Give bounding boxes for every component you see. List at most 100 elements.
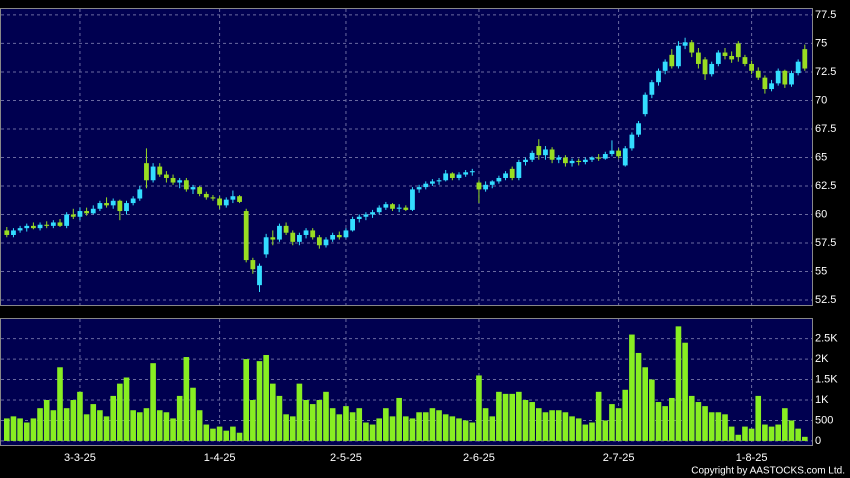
candle-body [144, 163, 149, 181]
candle-body [789, 73, 794, 85]
candle-body [11, 230, 16, 235]
volume-bar [422, 412, 429, 441]
volume-bar [50, 410, 57, 441]
y-tick-label: 55 [815, 265, 827, 277]
candle-body [749, 63, 754, 71]
volume-bar [196, 410, 203, 441]
volume-bar [702, 406, 708, 441]
volume-bar [615, 408, 622, 441]
candle-body [290, 232, 296, 242]
candle-body [775, 70, 781, 84]
y-tick-label: 0 [815, 435, 821, 447]
candle-body [237, 196, 242, 202]
volume-bar [516, 391, 522, 441]
volume-bar [788, 420, 795, 441]
candle-body [569, 160, 575, 164]
volume-bar [4, 418, 10, 441]
volume-bar [37, 408, 43, 441]
volume-bar [163, 412, 170, 441]
volume-bar [575, 418, 582, 441]
candle-body [203, 193, 209, 198]
candle-body [177, 180, 183, 183]
volume-bar [369, 424, 376, 441]
volume-bar [802, 436, 808, 441]
volume-bar [489, 416, 496, 441]
volume-bar [363, 422, 369, 441]
candle-body [403, 207, 409, 210]
volume-bar [316, 400, 323, 441]
candle-body [636, 123, 641, 135]
candle-body [722, 52, 728, 56]
candle-body [649, 82, 655, 95]
candle-body [483, 184, 488, 190]
volume-bar [203, 424, 210, 441]
candle-body [576, 160, 582, 163]
candle-body [17, 228, 23, 231]
volume-bar [256, 361, 263, 441]
candle-body [656, 70, 661, 83]
volume-bar [409, 418, 416, 441]
candle-body [762, 77, 768, 90]
candle-body [390, 204, 395, 209]
candle-body [383, 204, 389, 208]
volume-bar [655, 402, 662, 441]
candle-body [430, 181, 435, 184]
candle-body [223, 199, 229, 206]
volume-bar [156, 410, 163, 441]
candle-body [735, 43, 741, 58]
candle-body [230, 196, 236, 200]
candle-body [31, 225, 36, 229]
candle-body [469, 171, 475, 173]
x-tick-label: 1-8-25 [736, 452, 768, 464]
candle-body [376, 207, 382, 213]
volume-bar [429, 408, 436, 441]
candle-body [523, 159, 528, 163]
candle-body [782, 70, 788, 85]
y-tick-label: 62.5 [815, 180, 836, 192]
volume-bar [43, 400, 50, 441]
y-tick-label: 60 [815, 208, 827, 220]
volume-bar [569, 416, 575, 441]
volume-bar [555, 410, 562, 441]
candle-body [157, 166, 163, 175]
candle-body [124, 203, 129, 212]
volume-bar [622, 389, 629, 441]
y-tick-label: 52.5 [815, 294, 836, 306]
volume-bar [642, 367, 648, 441]
candle-body [336, 234, 342, 238]
candle-body [755, 70, 761, 78]
volume-bar [289, 416, 296, 441]
volume-bar [742, 426, 748, 441]
candle-body [310, 230, 316, 238]
candle-body [303, 230, 309, 235]
candle-body [622, 148, 628, 166]
candle-body [476, 182, 482, 190]
volume-bar [250, 400, 256, 441]
volume-bar [276, 395, 283, 441]
candle-body [616, 150, 621, 157]
volume-bar [602, 420, 609, 441]
y-tick-label: 1.5K [815, 373, 838, 385]
candle-body [64, 214, 70, 226]
volume-bar [635, 352, 642, 441]
volume-bar [170, 418, 176, 441]
y-tick-label: 77.5 [815, 9, 836, 21]
volume-bar [542, 412, 549, 441]
y-tick-label: 500 [815, 414, 833, 426]
volume-bar [376, 418, 382, 441]
volume-bar [768, 426, 775, 441]
volume-bar [609, 404, 615, 441]
candle-body [164, 174, 169, 178]
volume-bar [283, 414, 289, 441]
volume-bar [416, 412, 422, 441]
candle-body [316, 237, 322, 246]
volume-bar [595, 391, 602, 441]
candle-body [210, 197, 216, 199]
volume-bar [403, 416, 409, 441]
y-tick-label: 2.5K [815, 333, 838, 345]
candle-body [297, 234, 302, 242]
y-tick-label: 1K [815, 394, 829, 406]
candle-body [702, 59, 708, 75]
candle-body [323, 239, 329, 246]
candle-body [370, 212, 375, 215]
